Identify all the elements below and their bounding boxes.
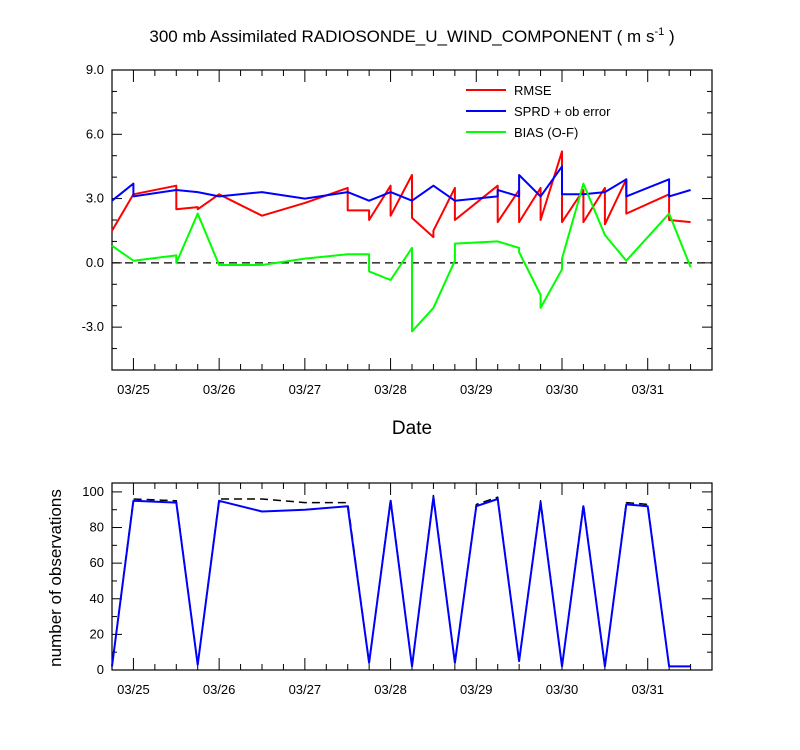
x-tick-label: 03/31	[631, 682, 664, 697]
legend-label: SPRD + ob error	[514, 104, 611, 119]
y-tick-label: 40	[90, 591, 104, 606]
x-axis-label: Date	[392, 418, 432, 439]
x-tick-label: 03/31	[631, 382, 664, 397]
x-tick-label: 03/27	[289, 382, 322, 397]
x-tick-label: 03/26	[203, 382, 236, 397]
x-tick-label: 03/29	[460, 382, 493, 397]
x-tick-label: 03/28	[374, 682, 407, 697]
y-tick-label: 80	[90, 520, 104, 535]
x-tick-label: 03/30	[546, 682, 579, 697]
series-line-2	[111, 182, 692, 333]
x-tick-label: 03/29	[460, 682, 493, 697]
bottom-y-axis-label: number of observations	[46, 489, 65, 667]
x-tick-label: 03/25	[117, 382, 150, 397]
y-tick-label: 60	[90, 555, 104, 570]
y-tick-label: 100	[82, 484, 104, 499]
x-tick-label: 03/25	[117, 682, 150, 697]
chart-title: 300 mb Assimilated RADIOSONDE_U_WIND_COM…	[149, 26, 674, 46]
y-tick-label: 0	[97, 662, 104, 677]
x-tick-label: 03/28	[374, 382, 407, 397]
top-plot-area: -3.0 0.0 3.0 6.0 9.0 03/25 03/26 03/27 03/28 03/2…	[82, 62, 713, 397]
y-tick-label: -3.0	[82, 319, 104, 334]
x-tick-label: 03/26	[203, 682, 236, 697]
series-line-1	[111, 496, 691, 668]
y-tick-label: 20	[90, 626, 104, 641]
plot-frame	[111, 482, 713, 671]
y-tick-label: 6.0	[86, 126, 104, 141]
x-tick-label: 03/30	[546, 382, 579, 397]
legend-label: RMSE	[514, 83, 552, 98]
legend-label: BIAS (O-F)	[514, 125, 578, 140]
y-tick-label: 3.0	[86, 191, 104, 206]
series-line-1	[111, 165, 691, 202]
y-tick-label: 0.0	[86, 255, 104, 270]
series-line-0	[111, 150, 691, 239]
y-tick-label: 9.0	[86, 62, 104, 77]
x-tick-label: 03/27	[289, 682, 322, 697]
bottom-plot-area: 0 20 40 60 80 100 03/25 03/26 03/27 03/28 03/29 03/…	[82, 482, 713, 697]
